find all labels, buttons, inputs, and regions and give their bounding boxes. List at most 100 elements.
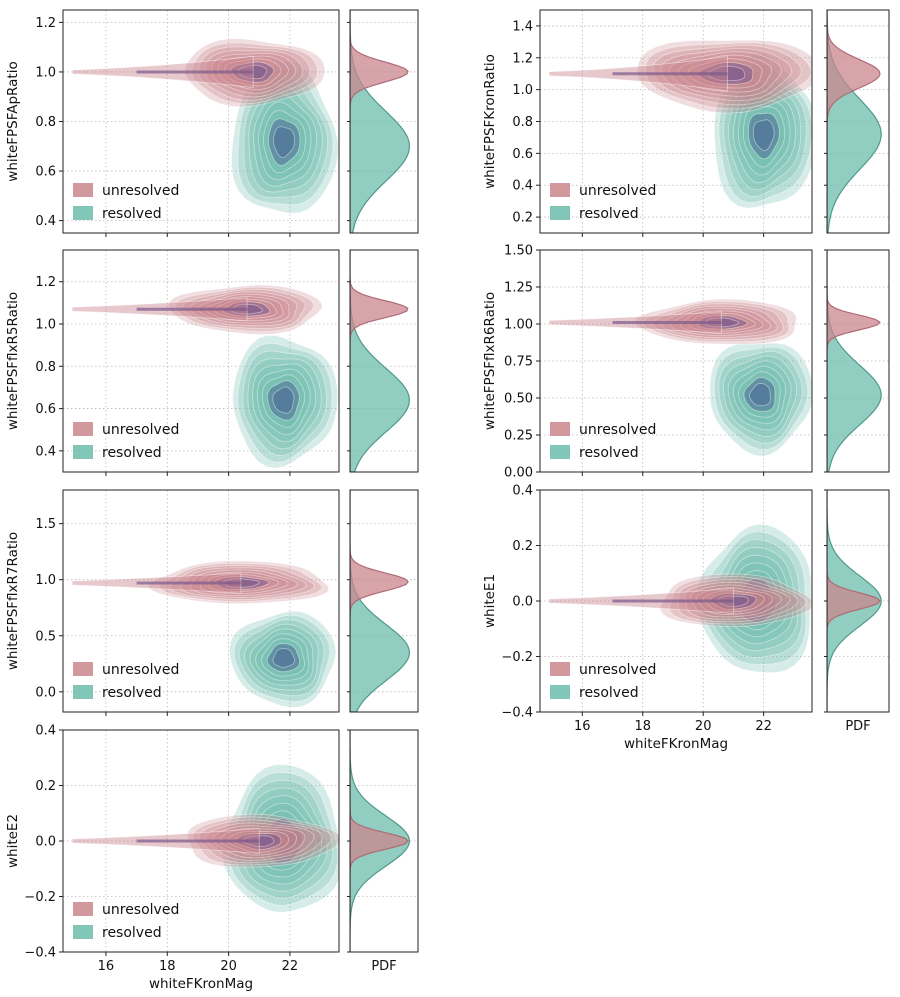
legend: unresolved resolved — [550, 422, 656, 461]
y-tick-label: 0.50 — [504, 392, 533, 407]
legend-swatch-resolved — [73, 206, 93, 220]
resolved-contour — [749, 382, 771, 407]
y-tick-label: 0.00 — [504, 466, 533, 481]
legend-label-unresolved: unresolved — [579, 183, 656, 199]
panel-e2: 16 18 20 22 −0.4 −0.2 0.0 0.2 0.4 whiteE2 whiteFKr… — [5, 724, 419, 992]
panel-e1: 16 18 20 22 −0.4 −0.2 0.0 0.2 0.4 whiteE1 whiteFKr… — [482, 484, 890, 752]
density-contours — [548, 298, 812, 457]
ticks — [59, 281, 291, 476]
y-tick-label: 0.0 — [35, 835, 56, 850]
y-tick-label: 1.4 — [512, 19, 533, 34]
y-tick-label: −0.2 — [501, 650, 533, 665]
legend-label-resolved: resolved — [579, 445, 639, 461]
pdf-ticks — [347, 729, 350, 953]
y-tick-label: 0.4 — [512, 179, 533, 194]
legend-label-unresolved: unresolved — [102, 662, 179, 678]
y-tick-label: 0.8 — [35, 115, 56, 130]
y-tick-label: 1.50 — [504, 244, 533, 259]
y-axis-label: whiteE1 — [482, 574, 498, 628]
pdf-unresolved — [350, 10, 409, 233]
axes-frame — [62, 489, 340, 713]
density-contours — [548, 39, 812, 209]
pdf-panel — [824, 249, 890, 473]
ticks — [59, 729, 291, 956]
x-tick-label: 18 — [634, 719, 651, 734]
y-tick-label: −0.2 — [24, 890, 56, 905]
pdf-curves — [827, 10, 882, 233]
legend-label-resolved: resolved — [102, 206, 162, 222]
resolved-contour — [272, 386, 295, 414]
legend: unresolved resolved — [73, 183, 179, 222]
legend-swatch-resolved — [550, 685, 570, 699]
y-tick-label: 0.25 — [504, 429, 533, 444]
y-tick-label: 0.4 — [35, 724, 56, 739]
x-tick-label: 16 — [574, 719, 591, 734]
legend-label-resolved: resolved — [579, 685, 639, 701]
y-tick-label: 0.0 — [512, 595, 533, 610]
y-tick-label: 0.8 — [35, 360, 56, 375]
pdf-resolved — [827, 250, 882, 472]
legend-label-unresolved: unresolved — [102, 902, 179, 918]
density-contours — [71, 38, 339, 214]
resolved-contour — [273, 126, 295, 158]
legend-swatch-resolved — [550, 445, 570, 459]
legend-label-resolved: resolved — [102, 685, 162, 701]
panel-flxr7: 0.0 0.5 1.0 1.5 whiteFPSFflxR7Ratio unresolve… — [5, 489, 419, 716]
x-tick-label: 20 — [695, 719, 712, 734]
y-tick-label: 0.6 — [512, 147, 533, 162]
legend-label-unresolved: unresolved — [579, 422, 656, 438]
y-tick-label: 1.5 — [35, 517, 56, 532]
pdf-unresolved — [350, 730, 409, 952]
legend-swatch-unresolved — [73, 662, 93, 676]
grid — [540, 10, 812, 233]
legend-swatch-unresolved — [550, 183, 570, 197]
axes-frame — [62, 249, 340, 473]
y-tick-label: 0.4 — [512, 484, 533, 499]
legend: unresolved resolved — [550, 662, 656, 701]
ticks — [536, 249, 765, 476]
pdf-ticks — [347, 21, 350, 222]
pdf-panel: PDF — [347, 729, 419, 974]
pdf-frame — [349, 489, 419, 713]
legend-swatch-unresolved — [73, 183, 93, 197]
density-contours — [71, 764, 339, 913]
legend-label-resolved: resolved — [102, 925, 162, 941]
pdf-curves — [350, 730, 411, 952]
x-axis-label: whiteFKronMag — [149, 976, 253, 992]
y-tick-label: 0.4 — [35, 444, 56, 459]
legend: unresolved resolved — [73, 662, 179, 701]
legend-swatch-resolved — [73, 685, 93, 699]
y-tick-label: 1.2 — [35, 16, 56, 31]
y-tick-label: −0.4 — [24, 946, 56, 961]
legend-label-unresolved: unresolved — [102, 183, 179, 199]
ticks — [59, 523, 291, 716]
density-contours — [71, 560, 337, 708]
legend-label-resolved: resolved — [579, 206, 639, 222]
legend: unresolved resolved — [73, 902, 179, 941]
pdf-panel — [824, 9, 890, 234]
y-tick-label: 1.00 — [504, 318, 533, 333]
y-tick-label: 0.75 — [504, 355, 533, 370]
legend-swatch-resolved — [73, 445, 93, 459]
x-axis-label: whiteFKronMag — [624, 736, 728, 752]
pdf-ticks — [824, 249, 827, 473]
y-axis-label: whiteFPSFflxR6Ratio — [482, 292, 498, 430]
resolved-contour — [272, 648, 296, 668]
y-tick-label: 1.2 — [35, 275, 56, 290]
density-contours — [548, 523, 812, 673]
resolved-contour — [752, 119, 775, 151]
y-tick-label: 1.0 — [35, 573, 56, 588]
pdf-curves — [350, 250, 411, 472]
legend-swatch-unresolved — [550, 422, 570, 436]
pdf-unresolved — [350, 250, 409, 472]
legend-swatch-unresolved — [550, 662, 570, 676]
pdf-panel — [347, 249, 419, 473]
pdf-panel — [347, 489, 419, 713]
pdf-curves — [827, 250, 882, 472]
y-tick-label: −0.4 — [501, 706, 533, 721]
legend-label-unresolved: unresolved — [102, 422, 179, 438]
pdf-resolved — [350, 10, 411, 233]
pdf-unresolved — [827, 490, 881, 712]
y-tick-label: 1.0 — [512, 83, 533, 98]
grid — [63, 490, 339, 712]
